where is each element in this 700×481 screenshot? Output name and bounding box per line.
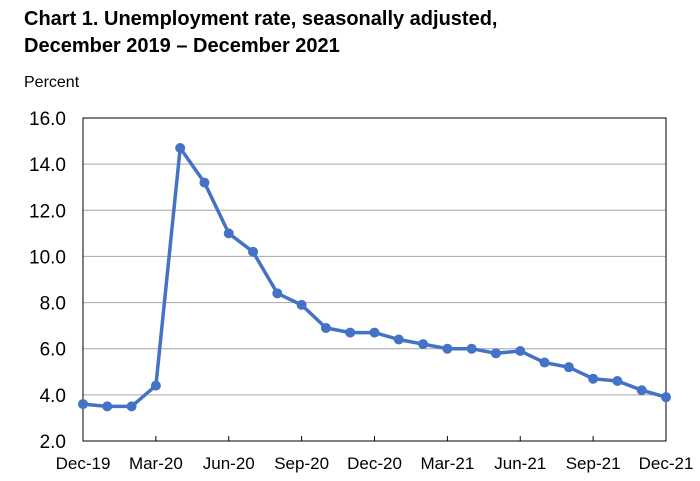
data-point — [175, 142, 186, 153]
plot-area-frame — [82, 117, 667, 442]
x-axis-tick-labels: Dec-19 Mar-20 Jun-20 Sep-20 Dec-20 Mar-21 Jun-… — [56, 454, 694, 473]
data-point — [442, 343, 453, 354]
data-point — [272, 288, 283, 299]
y-tick-label: 2.0 — [40, 432, 66, 453]
data-point — [490, 348, 501, 359]
x-tick-label: Mar-21 — [420, 454, 474, 473]
x-tick-label: Sep-21 — [566, 454, 621, 473]
y-tick-label: 14.0 — [29, 155, 66, 176]
x-tick-label: Sep-20 — [274, 454, 329, 473]
data-point — [393, 334, 404, 345]
y-tick-label: 6.0 — [40, 340, 66, 361]
data-point — [636, 385, 647, 396]
data-point — [369, 327, 380, 338]
x-tick-label: Dec-21 — [639, 454, 694, 473]
y-axis-label: Percent — [24, 74, 80, 91]
data-point — [223, 228, 234, 239]
data-point — [199, 177, 210, 188]
data-point — [563, 362, 574, 373]
chart-title: Chart 1. Unemployment rate, seasonally a… — [24, 6, 497, 60]
data-point — [418, 339, 429, 350]
chart-title-line-2: December 2019 – December 2021 — [24, 35, 340, 57]
series-points — [78, 142, 671, 412]
x-axis-ticks — [82, 436, 667, 441]
chart-title-line-1: Chart 1. Unemployment rate, seasonally a… — [24, 8, 498, 30]
data-point — [515, 346, 526, 357]
data-point — [612, 376, 623, 387]
y-tick-label: 10.0 — [29, 247, 66, 268]
x-tick-label: Mar-20 — [129, 454, 183, 473]
data-point — [345, 327, 356, 338]
data-point — [539, 357, 550, 368]
data-point — [150, 380, 161, 391]
data-point — [661, 392, 671, 403]
data-point — [126, 401, 137, 412]
series-line — [82, 146, 667, 409]
y-tick-label: 12.0 — [29, 201, 66, 222]
y-tick-label: 8.0 — [40, 294, 66, 315]
y-tick-label: 16.0 — [29, 109, 66, 130]
data-point — [102, 401, 113, 412]
y-tick-label: 4.0 — [40, 386, 66, 407]
data-point — [320, 322, 331, 333]
y-axis-tick-labels: 2.0 4.0 6.0 8.0 10.0 12.0 14.0 16.0 — [29, 109, 66, 453]
data-point — [588, 373, 599, 384]
data-point — [78, 399, 88, 410]
data-point — [296, 299, 307, 310]
gridlines — [83, 163, 666, 396]
data-point — [466, 343, 477, 354]
x-tick-label: Dec-20 — [347, 454, 402, 473]
x-tick-label: Dec-19 — [56, 454, 111, 473]
x-tick-label: Jun-20 — [203, 454, 255, 473]
x-tick-label: Jun-21 — [494, 454, 546, 473]
data-point — [248, 246, 259, 257]
